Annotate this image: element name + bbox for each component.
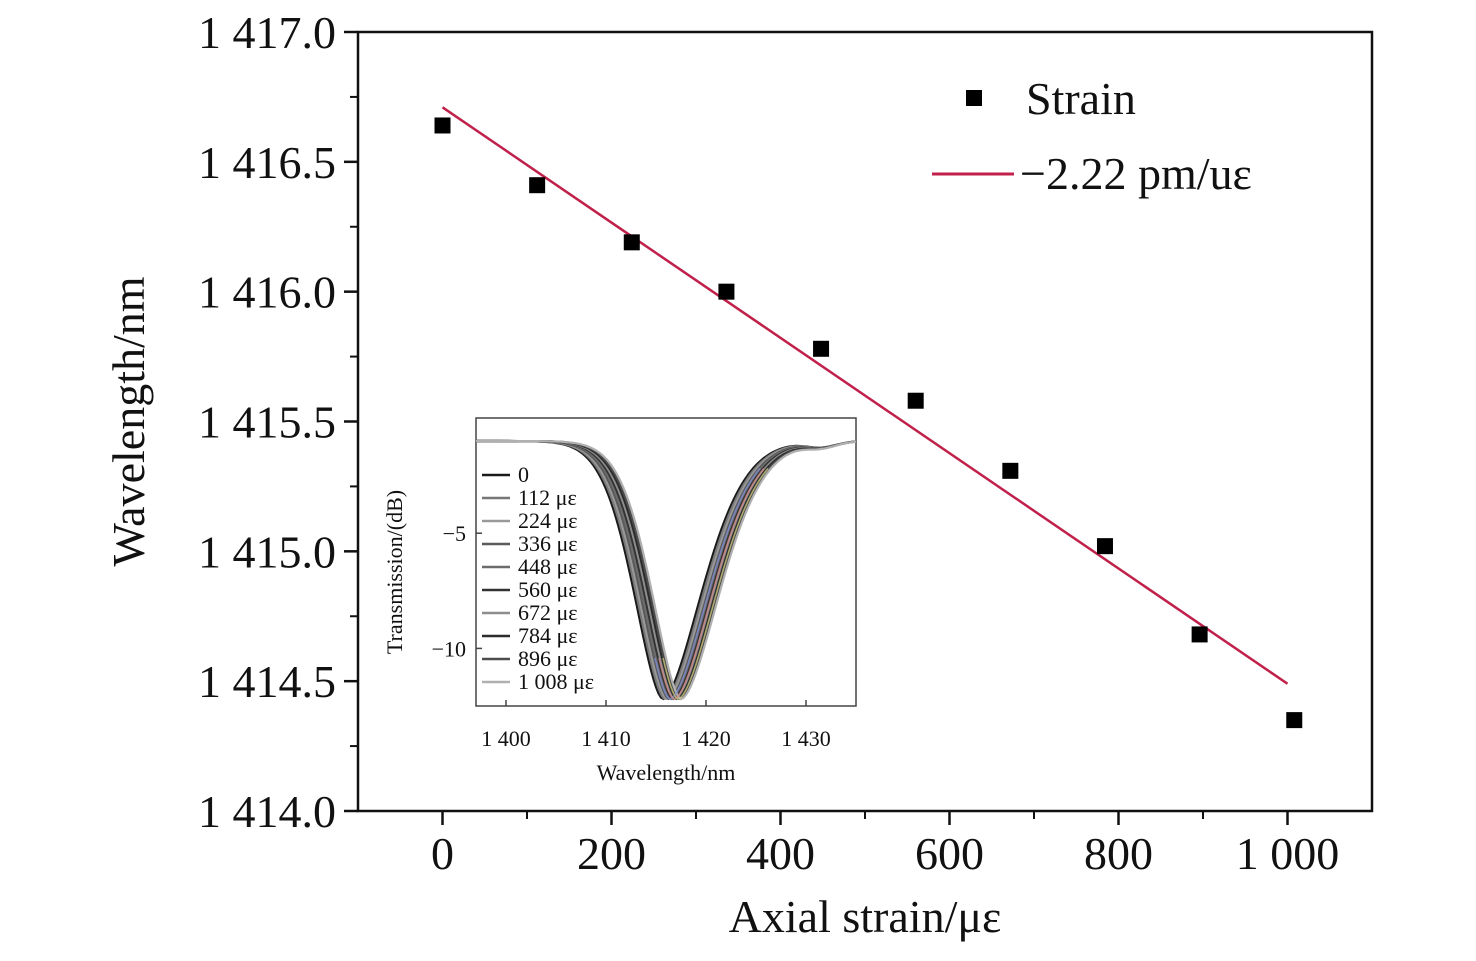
x-tick-label: 400	[746, 828, 815, 879]
x-axis-title: Axial strain/με	[729, 891, 1002, 942]
inset-legend-label: 336 με	[518, 531, 578, 556]
inset-legend-label: 224 με	[518, 508, 578, 533]
x-tick-label: 800	[1084, 828, 1153, 879]
inset-plot: 1 400 1 410 1 420 1 430 −5 −10 Wavelength/nm Tr…	[382, 417, 857, 785]
inset-x-tick-label: 1 400	[481, 726, 531, 751]
y-tick-label: 1 414.0	[198, 786, 336, 837]
strain-point	[718, 283, 735, 300]
strain-point	[434, 117, 451, 134]
inset-legend-label: 1 008 με	[518, 669, 594, 694]
y-tick-label: 1 415.5	[198, 397, 336, 448]
inset-x-tick-label: 1 410	[581, 726, 631, 751]
y-tick-label: 1 414.5	[198, 656, 336, 707]
x-tick-label: 600	[915, 828, 984, 879]
y-tick-label: 1 416.5	[198, 137, 336, 188]
inset-y-axis-title: Transmission/(dB)	[382, 490, 407, 654]
inset-legend-label: 672 με	[518, 600, 578, 625]
strain-point	[1002, 462, 1019, 479]
x-tick-label: 0	[431, 828, 454, 879]
x-tick-label: 200	[577, 828, 646, 879]
strain-point	[623, 234, 640, 251]
y-axis-title: Wavelength/nm	[103, 276, 154, 566]
y-tick-label: 1 416.0	[198, 267, 336, 318]
legend-label-fit: −2.22 pm/uε	[1020, 148, 1252, 199]
strain-point	[813, 340, 830, 357]
legend-label-strain: Strain	[1026, 73, 1136, 124]
strain-point	[907, 392, 924, 409]
legend-marker-strain	[966, 90, 982, 106]
inset-legend-label: 560 με	[518, 577, 578, 602]
strain-point	[529, 177, 546, 194]
strain-point	[1191, 626, 1208, 643]
inset-x-tick-label: 1 420	[681, 726, 731, 751]
strain-point	[1096, 538, 1113, 555]
y-tick-label: 1 417.0	[198, 7, 336, 58]
inset-legend-label: 112 με	[518, 485, 577, 510]
inset-legend-label: 0	[518, 462, 529, 487]
inset-legend-label: 784 με	[518, 623, 578, 648]
fit-line	[441, 106, 1289, 685]
spectrum-curve	[476, 439, 856, 701]
inset-y-tick-label: −10	[432, 636, 466, 661]
main-plot: 0 200 400 600 800 1 000 1 414.0 1 414.5 1 415.0 1…	[103, 7, 1374, 942]
inset-legend-label: 896 με	[518, 646, 578, 671]
inset-x-tick-label: 1 430	[781, 726, 831, 751]
inset-legend-label: 448 με	[518, 554, 578, 579]
inset-x-axis-title: Wavelength/nm	[597, 760, 736, 785]
strain-point	[1286, 712, 1303, 729]
spectrum-accent	[662, 467, 769, 701]
inset-curves	[476, 439, 856, 701]
inset-y-tick-label: −5	[443, 521, 466, 546]
y-tick-label: 1 415.0	[198, 526, 336, 577]
x-tick-label: 1 000	[1236, 828, 1340, 879]
